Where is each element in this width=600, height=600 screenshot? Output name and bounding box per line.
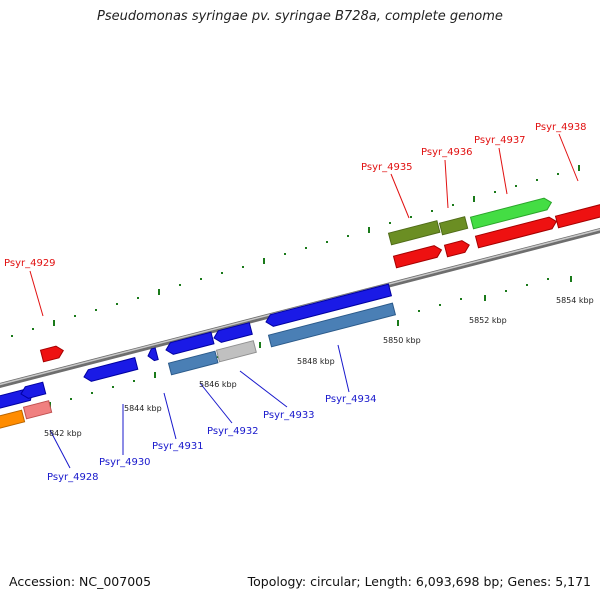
cds-psyr-4932-blue[interactable]	[164, 331, 215, 356]
gene-label[interactable]: Psyr_4937	[474, 135, 526, 146]
gene-label[interactable]: Psyr_4928	[47, 472, 99, 483]
kbp-label: 5850 kbp	[383, 336, 421, 345]
cds-psyr-4932-steel[interactable]	[167, 350, 219, 376]
kbp-label: 5844 kbp	[124, 404, 162, 413]
leader-line	[49, 429, 71, 469]
topology-text: Topology: circular	[247, 574, 357, 589]
kbp-label: 5846 kbp	[199, 380, 237, 389]
cds-psyr-4930-blue[interactable]	[82, 357, 139, 383]
cds-psyr-4937-red[interactable]	[474, 216, 558, 249]
gene-label[interactable]: Psyr_4931	[152, 441, 204, 452]
lower-tick-track	[7, 276, 572, 418]
cds-psyr-4928-blue-b[interactable]	[19, 381, 47, 400]
cds-psyr-4936-red[interactable]	[443, 239, 470, 258]
cds-psyr-4928-pink[interactable]	[22, 400, 53, 420]
gene-label[interactable]: Psyr_4932	[207, 426, 259, 437]
cds-psyr-4933-grey[interactable]	[215, 340, 257, 363]
genome-summary: Topology: circular; Length: 6,093,698 bp…	[248, 574, 591, 589]
summary-separator: ;	[499, 574, 508, 589]
leader-line	[239, 370, 288, 408]
accession-text: Accession: NC_007005	[9, 574, 152, 589]
forward-gene-leaders	[29, 133, 579, 317]
kbp-label: 5854 kbp	[556, 296, 594, 305]
cds-psyr-4935-olive[interactable]	[387, 220, 441, 246]
genes-count-text: Genes: 5,171	[507, 574, 591, 589]
map-title: Pseudomonas syringae pv. syringae B728a,…	[97, 9, 503, 24]
reverse-gene-labels: Psyr_4928 Psyr_4930 Psyr_4931 Psyr_4932 …	[47, 394, 377, 483]
gene-label[interactable]: Psyr_4938	[535, 122, 587, 133]
gene-label[interactable]: Psyr_4930	[99, 457, 151, 468]
leader-line	[29, 270, 44, 317]
summary-separator: ;	[356, 574, 365, 589]
kbp-label: 5848 kbp	[297, 357, 335, 366]
gene-label[interactable]: Psyr_4935	[361, 162, 413, 173]
gene-label[interactable]: Psyr_4929	[4, 258, 56, 269]
gene-label[interactable]: Psyr_4933	[263, 410, 315, 421]
cds-psyr-4934-steel[interactable]	[267, 302, 397, 348]
kbp-axis-labels: 5842 kbp 5844 kbp 5846 kbp 5848 kbp 5850…	[44, 296, 594, 438]
leader-line	[390, 173, 410, 219]
length-text: Length: 6,093,698 bp	[364, 574, 500, 589]
kbp-label: 5852 kbp	[469, 316, 507, 325]
leader-line	[558, 133, 579, 182]
leader-line	[199, 382, 233, 424]
leader-line	[337, 344, 350, 393]
cds-psyr-4929-red[interactable]	[39, 345, 64, 363]
cds-psyr-4928-orange[interactable]	[0, 409, 26, 430]
kbp-label: 5842 kbp	[44, 429, 82, 438]
forward-gene-labels: Psyr_4935 Psyr_4936 Psyr_4937 Psyr_4938 …	[4, 122, 587, 269]
cds-psyr-4931-blue[interactable]	[146, 347, 159, 362]
upper-tick-track	[11, 165, 580, 337]
cds-psyr-4936-olive[interactable]	[438, 216, 469, 236]
cds-psyr-4933-blue[interactable]	[212, 322, 253, 344]
leader-line	[444, 159, 449, 209]
cds-psyr-4934-blue[interactable]	[264, 283, 393, 328]
gene-label[interactable]: Psyr_4934	[325, 394, 377, 405]
reverse-cds-track	[0, 283, 397, 430]
cds-psyr-4938-red[interactable]	[554, 203, 600, 229]
leader-line	[498, 147, 508, 195]
gene-label[interactable]: Psyr_4936	[421, 147, 473, 158]
leader-line	[163, 392, 177, 440]
reverse-gene-leaders	[49, 344, 350, 469]
cds-psyr-4935-red[interactable]	[392, 244, 443, 269]
forward-cds-track	[39, 197, 600, 363]
cds-psyr-4937-green[interactable]	[469, 197, 553, 230]
